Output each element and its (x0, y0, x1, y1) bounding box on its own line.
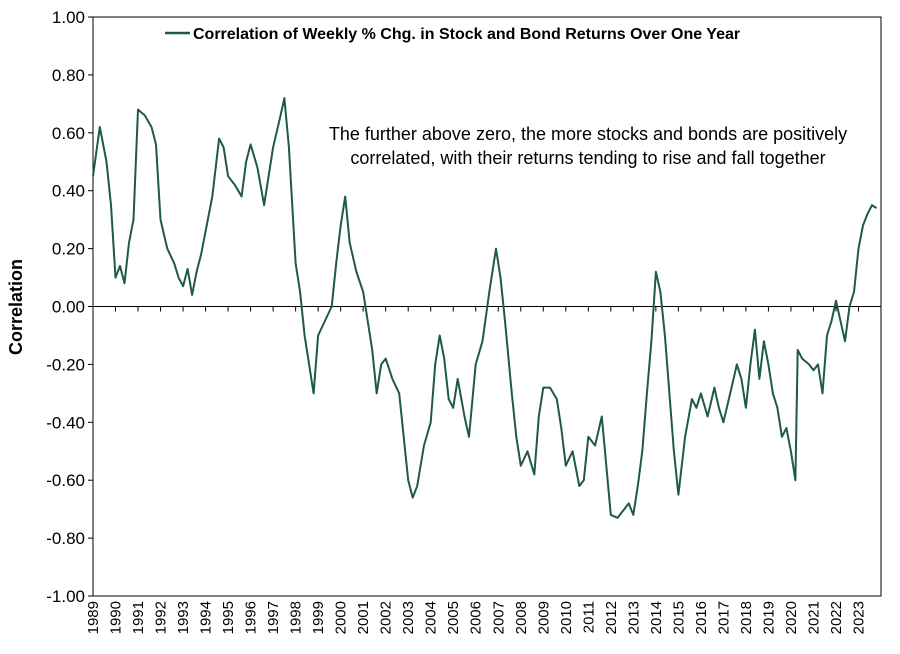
x-tick-label: 2006 (468, 601, 485, 634)
x-tick-label: 2020 (783, 601, 800, 634)
x-tick-label: 1993 (175, 601, 192, 634)
x-tick-label: 1990 (108, 601, 125, 634)
x-tick-label: 2004 (423, 601, 440, 634)
series-line (92, 97, 878, 519)
y-tick-label: 0.20 (52, 240, 85, 259)
legend-label: Correlation of Weekly % Chg. in Stock an… (193, 26, 740, 43)
y-axis-ticks: 1.00 0.80 0.60 0.40 0.20 0.00 -0.20 -0.40 -0.60 -… (46, 8, 93, 606)
y-tick-label: -0.40 (46, 413, 85, 432)
x-tick-label: 2012 (603, 601, 620, 634)
x-tick-label: 2009 (535, 601, 552, 634)
y-tick-label: 0.60 (52, 124, 85, 143)
x-tick-label: 2010 (558, 601, 575, 634)
x-tick-label: 2003 (400, 601, 417, 634)
y-tick-label: -1.00 (46, 587, 85, 606)
y-tick-label: -0.80 (46, 529, 85, 548)
y-tick-label: 0.80 (52, 66, 85, 85)
x-tick-label: 2001 (355, 601, 372, 634)
x-axis-ticks: 1989 1990 1991 1992 1993 1994 1995 1996 1997 1998… (85, 306, 867, 634)
x-tick-label: 2000 (333, 601, 350, 634)
y-tick-label: 0.40 (52, 182, 85, 201)
y-tick-label: -0.20 (46, 355, 85, 374)
x-tick-label: 1996 (243, 601, 260, 634)
y-tick-label: -0.60 (46, 471, 85, 490)
x-tick-label: 2011 (580, 601, 597, 633)
x-tick-label: 2021 (805, 601, 822, 634)
x-tick-label: 2013 (625, 601, 642, 634)
x-tick-label: 2002 (378, 601, 395, 634)
x-tick-label: 1991 (130, 601, 147, 634)
x-tick-label: 2005 (445, 601, 462, 634)
x-tick-label: 2016 (693, 601, 710, 634)
x-tick-label: 1989 (85, 601, 102, 634)
x-tick-label: 2023 (850, 601, 867, 634)
annotation-line-2: correlated, with their returns tending t… (350, 148, 825, 168)
x-tick-label: 1999 (310, 601, 327, 634)
x-tick-label: 2007 (490, 601, 507, 634)
x-tick-label: 1992 (153, 601, 170, 634)
x-tick-label: 1994 (198, 601, 215, 634)
x-tick-label: 1997 (265, 601, 282, 634)
y-axis-label: Correlation (6, 259, 26, 355)
y-tick-label: 0.00 (52, 298, 85, 317)
x-tick-label: 2017 (715, 601, 732, 634)
legend: Correlation of Weekly % Chg. in Stock an… (165, 26, 740, 43)
x-tick-label: 2018 (738, 601, 755, 634)
x-tick-label: 2019 (760, 601, 777, 634)
x-tick-label: 2008 (513, 601, 530, 634)
annotation: The further above zero, the more stocks … (329, 124, 847, 168)
x-tick-label: 2022 (828, 601, 845, 634)
x-tick-label: 1998 (288, 601, 305, 634)
x-tick-label: 1995 (220, 601, 237, 634)
x-tick-label: 2015 (670, 601, 687, 634)
y-tick-label: 1.00 (52, 8, 85, 27)
annotation-line-1: The further above zero, the more stocks … (329, 124, 847, 144)
x-tick-label: 2014 (648, 601, 665, 634)
